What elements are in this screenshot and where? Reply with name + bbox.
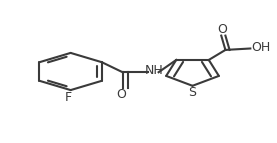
- Text: S: S: [189, 87, 196, 99]
- Text: O: O: [217, 23, 227, 36]
- Text: O: O: [116, 88, 126, 101]
- Text: NH: NH: [145, 64, 164, 77]
- Text: OH: OH: [251, 41, 271, 54]
- Text: F: F: [64, 92, 71, 104]
